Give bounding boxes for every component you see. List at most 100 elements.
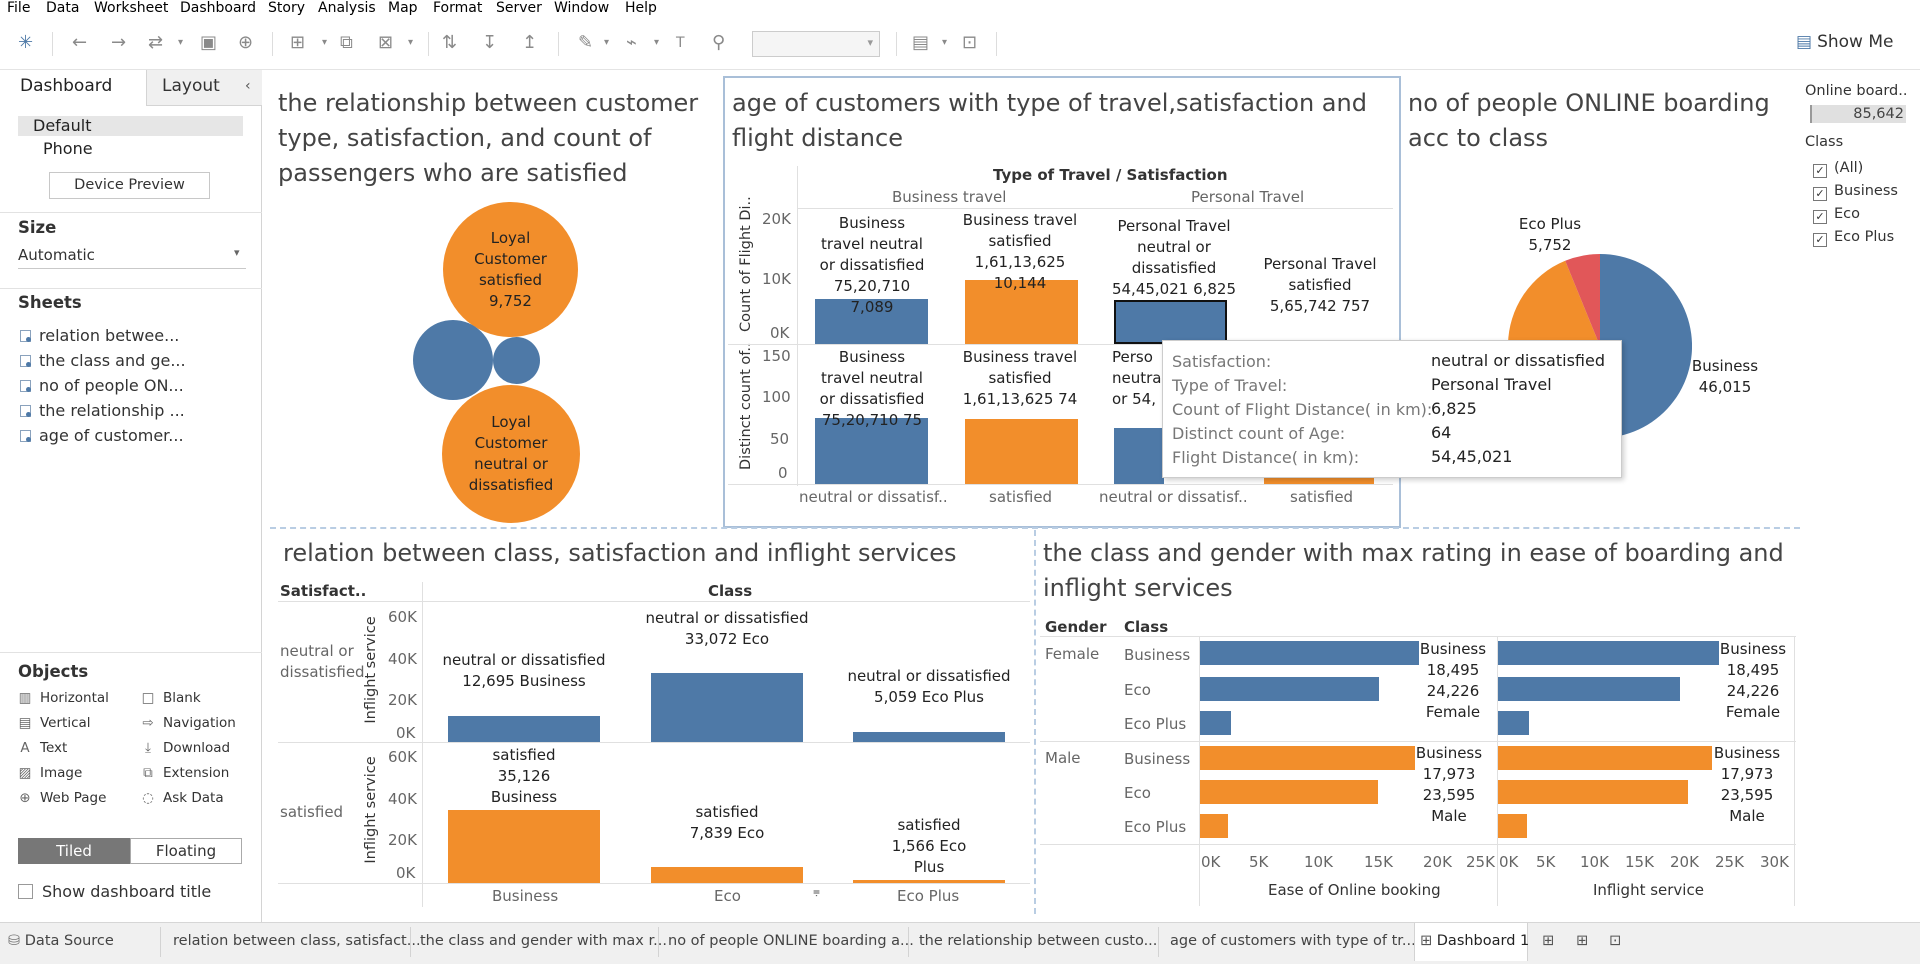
data-source-tab[interactable]: ⛁ Data Source [8,933,114,949]
object-horizontal[interactable]: ▥ Horizontal [18,690,109,706]
highlight-icon[interactable]: ✎ [578,32,594,53]
menu-story[interactable]: Story [268,0,305,16]
floating-button[interactable]: Floating [130,838,242,864]
swap-icon[interactable]: ⇅ [442,32,458,53]
bar-ecoplus-satisfied[interactable] [853,880,1005,883]
show-cards-dropdown-icon[interactable]: ▾ [942,37,948,48]
bar-business-satisfied-age[interactable] [965,419,1078,484]
object-web-page[interactable]: ⊕ Web Page [18,790,106,806]
dashboard-tab-active[interactable] [1414,923,1528,961]
presentation-icon[interactable]: ⊡ [962,32,978,53]
online-boarding-range[interactable]: 85,642 [1810,105,1906,123]
bar-business-neutral-age[interactable] [815,418,928,484]
bar-female-business-booking[interactable] [1200,641,1419,665]
new-worksheet-dropdown-icon[interactable]: ▾ [322,37,328,48]
object-download[interactable]: ⤓ Download [141,740,230,756]
object-image[interactable]: ▨ Image [18,765,83,781]
menu-file[interactable]: File [7,0,31,16]
bubble-disloyal-neutral[interactable] [413,320,493,400]
bar-female-eco-inflight[interactable] [1498,677,1680,701]
chevron-down-icon[interactable]: ▾ [234,246,240,259]
bar-personal-satisfied-age[interactable] [1264,478,1374,484]
menu-worksheet[interactable]: Worksheet [94,0,169,16]
bar-male-ecoplus-inflight[interactable] [1498,814,1527,838]
bar-female-business-inflight[interactable] [1498,641,1719,665]
bar-business-neutral[interactable] [448,716,600,742]
class-filter-all[interactable]: ✓ (All) [1813,160,1863,178]
bar-male-ecoplus-booking[interactable] [1200,814,1228,838]
tiled-button[interactable]: Tiled [18,838,130,864]
object-blank[interactable]: □ Blank [141,690,201,706]
object-extension[interactable]: ⧉ Extension [141,765,229,781]
collapse-panel-icon[interactable]: ‹ [245,78,251,94]
menu-window[interactable]: Window [554,0,610,16]
bar-eco-neutral[interactable] [651,673,803,742]
tab-dashboard[interactable]: Dashboard [20,76,113,96]
group-dropdown-icon[interactable]: ▾ [654,37,660,48]
sheet-tab[interactable]: age of customers with type of tr... [1170,933,1416,949]
new-worksheet-icon[interactable]: ⊞ [290,32,306,53]
bar-eco-satisfied[interactable] [651,867,803,883]
menu-map[interactable]: Map [388,0,418,16]
show-me-button[interactable]: ▤ Show Me [1796,32,1893,52]
clear-dropdown-icon[interactable]: ▾ [408,37,414,48]
sheet-item[interactable]: the class and ge... [20,351,186,370]
object-ask-data[interactable]: ◌ Ask Data [141,790,224,806]
dashboard-tab[interactable]: ⊞ Dashboard 1 [1420,933,1529,949]
bar-female-ecoplus-booking[interactable] [1200,711,1231,735]
bubble-disloyal-satisfied[interactable] [493,337,540,384]
sort-icon[interactable]: ⩦ [813,884,821,898]
replay-dropdown-icon[interactable]: ▾ [178,37,184,48]
menu-help[interactable]: Help [625,0,657,16]
bar-business-satisfied[interactable] [448,810,600,883]
bar-female-ecoplus-inflight[interactable] [1498,711,1529,735]
tableau-logo-icon[interactable]: ✳ [18,32,34,53]
sheet-item[interactable]: age of customer... [20,426,184,445]
menu-dashboard[interactable]: Dashboard [180,0,256,16]
size-dropdown[interactable]: Automatic [18,246,95,264]
group-icon[interactable]: ⌁ [626,32,637,53]
fit-dropdown[interactable]: ▾ [752,31,880,57]
class-filter-eco[interactable]: ✓ Eco [1813,206,1860,224]
bar-female-eco-booking[interactable] [1200,677,1379,701]
pie-slice-eco-plus[interactable] [1565,254,1600,346]
bubble-loyal-satisfied[interactable]: Loyal Customer satisfied 9,752 [443,202,578,337]
clear-icon[interactable]: ⊠ [378,32,394,53]
device-default[interactable]: Default [18,116,243,136]
bar-male-business-inflight[interactable] [1498,746,1712,770]
menu-analysis[interactable]: Analysis [318,0,376,16]
sort-descending-icon[interactable]: ↥ [522,32,538,53]
bar-ecoplus-neutral[interactable] [853,732,1005,742]
object-navigation[interactable]: ⇨ Navigation [141,715,235,731]
new-dashboard-icon[interactable]: ⊞ [1576,933,1589,949]
device-preview-button[interactable]: Device Preview [49,172,210,199]
object-text[interactable]: A Text [18,740,67,756]
save-icon[interactable]: ▣ [200,32,218,53]
sheet-tab[interactable]: the relationship between custo... [919,933,1158,949]
sort-ascending-icon[interactable]: ↧ [482,32,498,53]
sheet-item[interactable]: no of people ON... [20,376,184,395]
pin-icon[interactable]: ⚲ [712,32,726,53]
duplicate-icon[interactable]: ⧉ [340,32,353,53]
device-phone[interactable]: Phone [43,139,93,158]
menu-server[interactable]: Server [496,0,542,16]
bubble-loyal-neutral[interactable]: Loyal Customer neutral or dissatisfied [442,385,580,523]
labels-icon[interactable]: T [676,35,685,51]
sheet-tab[interactable]: relation between class, satisfact... [173,933,421,949]
class-filter-eco-plus[interactable]: ✓ Eco Plus [1813,229,1894,247]
sheet-item[interactable]: relation betwee... [20,326,179,345]
bar-personal-neutral-age[interactable] [1114,428,1164,484]
bar-personal-neutral-count[interactable] [1114,300,1227,344]
new-worksheet-icon[interactable]: ⊞ [1542,933,1555,949]
add-datasource-icon[interactable]: ⊕ [238,32,254,53]
class-filter-business[interactable]: ✓ Business [1813,183,1898,201]
menu-data[interactable]: Data [46,0,80,16]
show-cards-icon[interactable]: ▤ [912,32,930,53]
sheet-tab[interactable]: the class and gender with max r... [420,933,667,949]
bar-male-eco-booking[interactable] [1200,780,1378,804]
replay-icon[interactable]: ⇄ [148,32,164,53]
show-dashboard-title-checkbox[interactable]: Show dashboard title [18,882,211,901]
bar-business-neutral-count[interactable] [815,299,928,344]
bar-male-business-booking[interactable] [1200,746,1415,770]
bar-business-satisfied-count[interactable] [965,280,1078,344]
